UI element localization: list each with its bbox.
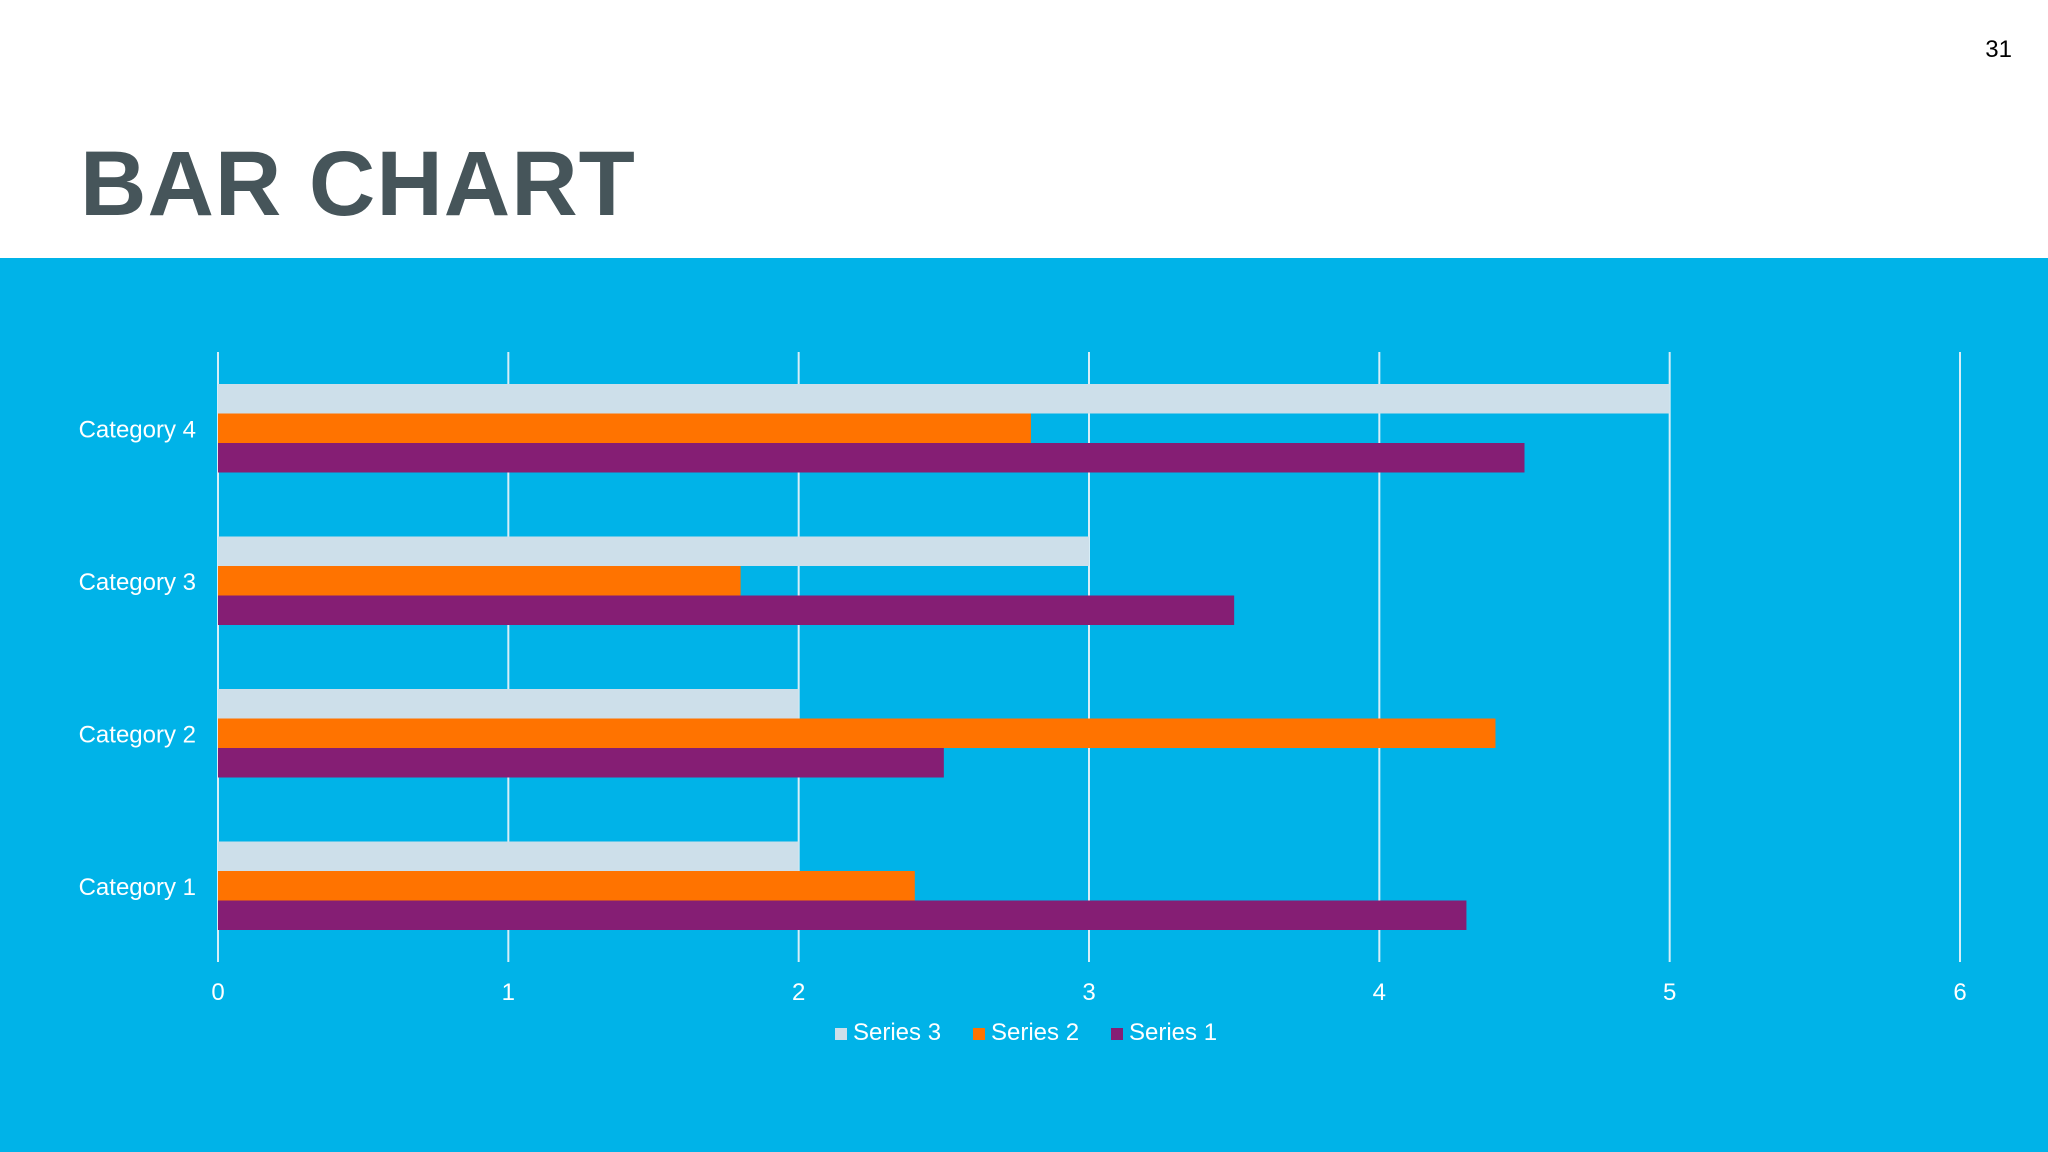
category-labels: Category 1 Category 2 Category 3 Category 4 (79, 416, 196, 901)
legend-item-series-3[interactable]: Series 3 (835, 1019, 941, 1046)
bar-series-3 (218, 689, 799, 719)
bar-series-1 (218, 900, 1467, 930)
tick-labels: 0 1 2 3 4 5 6 (211, 979, 1966, 1006)
bar-series-3 (218, 384, 1670, 414)
x-tick-label: 0 (211, 979, 224, 1006)
category-label: Category 2 (79, 721, 196, 748)
x-tick-label: 3 (1082, 979, 1095, 1006)
bar-series-3 (218, 536, 1089, 566)
x-tick-label: 2 (792, 979, 805, 1006)
legend-swatch (1111, 1028, 1123, 1040)
legend-label: Series 1 (1129, 1019, 1217, 1046)
x-tick-label: 1 (502, 979, 515, 1006)
chart-panel: Category 1 Category 2 Category 3 Category 4… (0, 258, 2048, 1152)
legend-item-series-1[interactable]: Series 1 (1111, 1019, 1217, 1046)
legend-label: Series 3 (853, 1019, 941, 1046)
bar-series-2 (218, 413, 1031, 443)
x-tick-label: 4 (1373, 979, 1386, 1006)
x-tick-label: 5 (1663, 979, 1676, 1006)
category-label: Category 1 (79, 874, 196, 901)
legend-item-series-2[interactable]: Series 2 (973, 1019, 1079, 1046)
bar-chart: Category 1 Category 2 Category 3 Category 4… (79, 352, 1967, 1046)
bar-series-2 (218, 566, 741, 596)
bars (218, 384, 1670, 930)
legend-label: Series 2 (991, 1019, 1079, 1046)
category-label: Category 4 (79, 416, 196, 443)
x-tick-label: 6 (1953, 979, 1966, 1006)
bar-series-1 (218, 443, 1525, 473)
bar-series-2 (218, 871, 915, 901)
legend[interactable]: Series 3 Series 2 Series 1 (835, 1019, 1217, 1046)
bar-series-1 (218, 748, 944, 778)
bar-series-2 (218, 718, 1496, 748)
legend-swatch (973, 1028, 985, 1040)
slide-title: BAR CHART (80, 133, 636, 235)
bar-series-1 (218, 595, 1235, 625)
category-label: Category 3 (79, 569, 196, 596)
legend-swatch (835, 1028, 847, 1040)
bar-series-3 (218, 841, 799, 871)
page-number: 31 (1985, 36, 2012, 63)
